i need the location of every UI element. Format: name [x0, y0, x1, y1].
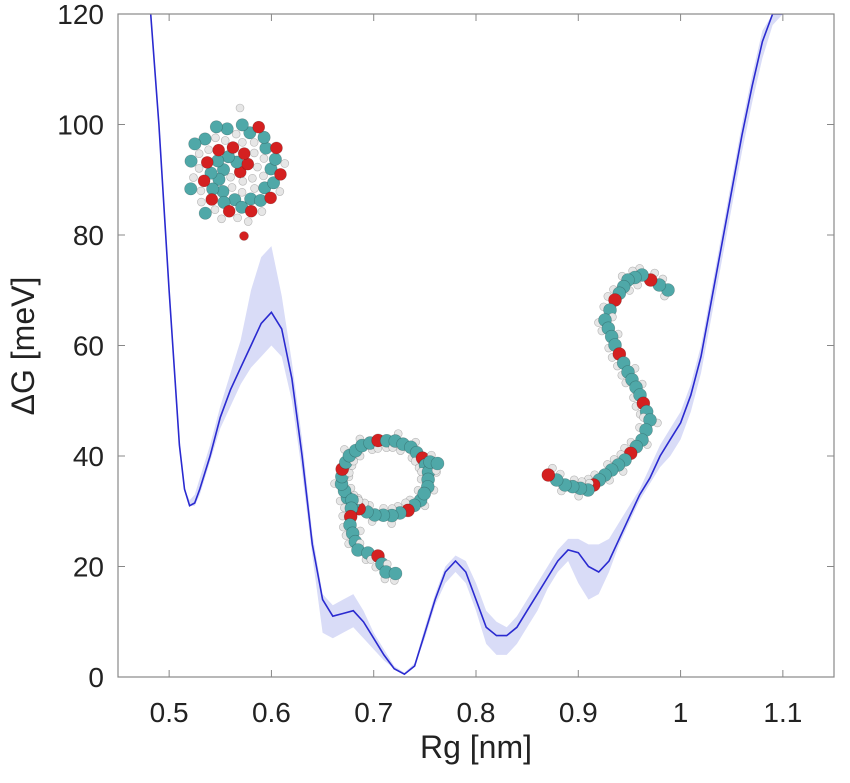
molecule-extended [541, 264, 675, 501]
carbon-atom [209, 120, 223, 134]
series-line-layer [149, 14, 783, 676]
y-axis-ticks: 0 20 40 60 80 100 120 [57, 0, 834, 693]
hydrogen-atom [194, 149, 204, 158]
x-tick-label: 1 [673, 697, 689, 728]
oxygen-atom [244, 204, 258, 218]
oxygen-atom [264, 191, 277, 205]
hydrogen-atom [233, 213, 242, 223]
hydrogen-atom [249, 138, 259, 147]
molecule-compact [184, 103, 290, 241]
hydrogen-atom [259, 154, 269, 163]
plot-frame [117, 13, 835, 678]
carbon-atom [198, 132, 212, 146]
oxygen-atom [222, 204, 236, 218]
hydrogen-atom [238, 138, 247, 147]
carbon-atom [184, 182, 198, 196]
hydrogen-atom [189, 173, 198, 182]
hydrogen-atom [194, 164, 204, 173]
oxygen-atom [252, 120, 266, 134]
oxygen-atom [237, 147, 251, 160]
hydrogen-atom [249, 148, 259, 158]
x-tick-label: 0.9 [559, 697, 598, 728]
x-axis-ticks: 0.5 0.6 0.7 0.8 0.9 1 1.1 [150, 14, 802, 728]
carbon-atom [267, 176, 281, 190]
hydrogen-atom [204, 145, 213, 155]
hydrogen-atom [197, 197, 206, 207]
carbon-atom [211, 154, 225, 168]
oxygen-atom [241, 157, 255, 171]
hydrogen-atom [248, 173, 257, 183]
oxygen-atom [541, 468, 556, 482]
x-tick-label: 0.7 [354, 697, 393, 728]
carbon-atom [268, 152, 282, 166]
oxygen-atom [274, 168, 287, 181]
hydrogen-atom [275, 187, 285, 196]
hydrogen-atom [196, 186, 206, 196]
hydrogen-atom [250, 184, 259, 193]
hydrogen-atom [211, 133, 220, 143]
x-tick-label: 1.1 [763, 697, 802, 728]
x-tick-label: 0.6 [252, 697, 291, 728]
y-tick-label: 0 [88, 662, 104, 693]
hydrogen-atom [243, 217, 253, 226]
hydrogen-atom [227, 183, 237, 192]
oxygen-atom [200, 156, 214, 169]
oxygen-atom [197, 174, 211, 188]
molecule-structures-layer [184, 103, 675, 585]
hydrogen-atom [217, 214, 226, 224]
hydrogen-atom [238, 177, 248, 186]
y-axis-label: ΔG [meV] [5, 277, 41, 416]
molecule-ring-tail [330, 429, 445, 585]
carbon-atom [188, 137, 202, 151]
carbon-atom [235, 118, 249, 132]
y-tick-label: 20 [73, 552, 104, 583]
series-line [149, 14, 783, 676]
x-tick-label: 0.8 [457, 697, 496, 728]
x-axis-label: Rg [nm] [420, 729, 532, 765]
carbon-atom [243, 126, 257, 140]
hydrogen-atom [231, 129, 241, 139]
hydrogen-atom [280, 159, 290, 168]
carbon-atom [257, 130, 271, 144]
carbon-atom [220, 122, 234, 136]
hydrogen-atom [226, 172, 235, 182]
x-tick-label: 0.5 [150, 697, 189, 728]
hydrogen-atom [253, 162, 262, 172]
hydrogen-atom [237, 188, 247, 197]
oxygen-atom [270, 141, 283, 155]
carbon-atom [430, 456, 445, 471]
hydrogen-atom [257, 207, 267, 216]
hydrogen-atom [220, 136, 230, 145]
oxygen-atom [226, 141, 240, 154]
hydrogen-atom [259, 171, 268, 181]
y-tick-label: 60 [73, 331, 104, 362]
carbon-atom [184, 154, 198, 168]
hydrogen-atom [210, 205, 220, 215]
carbon-atom [198, 206, 212, 220]
oxygen-atom [205, 193, 219, 206]
y-tick-label: 80 [73, 220, 104, 251]
oxygen-atom [239, 231, 249, 241]
y-tick-label: 100 [57, 110, 104, 141]
carbon-atom [417, 486, 431, 501]
y-tick-label: 40 [73, 441, 104, 472]
carbon-atom [388, 566, 403, 581]
oxygen-atom [212, 143, 225, 157]
y-tick-label: 120 [57, 0, 104, 30]
hydrogen-atom [235, 103, 245, 113]
